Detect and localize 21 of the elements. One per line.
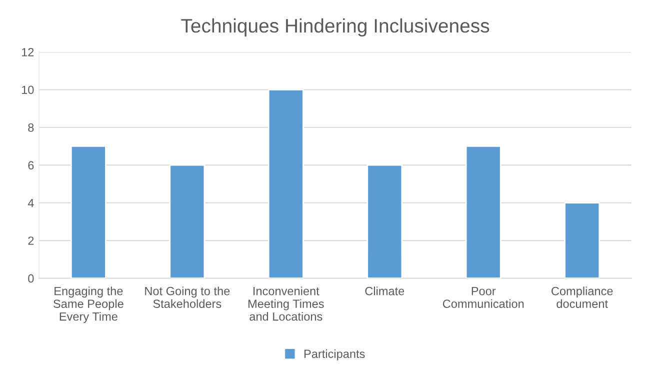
bar xyxy=(268,88,304,278)
y-tick-label: 10 xyxy=(22,86,34,94)
x-tick-label: Engaging the Same People Every Time xyxy=(54,286,124,324)
x-tick-label: Compliance document xyxy=(552,286,613,308)
bar xyxy=(564,202,600,278)
y-tick-label: 8 xyxy=(28,123,34,132)
y-tick-label: 0 xyxy=(28,274,34,283)
bar xyxy=(465,146,502,278)
x-tick-label: Not Going to the Stakeholders xyxy=(145,286,230,308)
y-tick-label: 2 xyxy=(28,236,34,245)
legend-label: Participants xyxy=(304,349,365,360)
x-tick-label: Climate xyxy=(365,286,404,296)
y-tick-label: 12 xyxy=(22,48,34,56)
bar xyxy=(366,164,403,278)
chart-title: Techniques Hindering Inclusiveness xyxy=(181,18,490,37)
bar xyxy=(169,164,206,278)
x-tick-label: Inconvenient Meeting Times and Locations xyxy=(248,286,324,321)
x-tick-label: Poor Communication xyxy=(442,287,524,308)
y-tick-label: 4 xyxy=(28,198,34,208)
bar xyxy=(70,146,106,278)
y-tick-label: 6 xyxy=(28,161,34,170)
